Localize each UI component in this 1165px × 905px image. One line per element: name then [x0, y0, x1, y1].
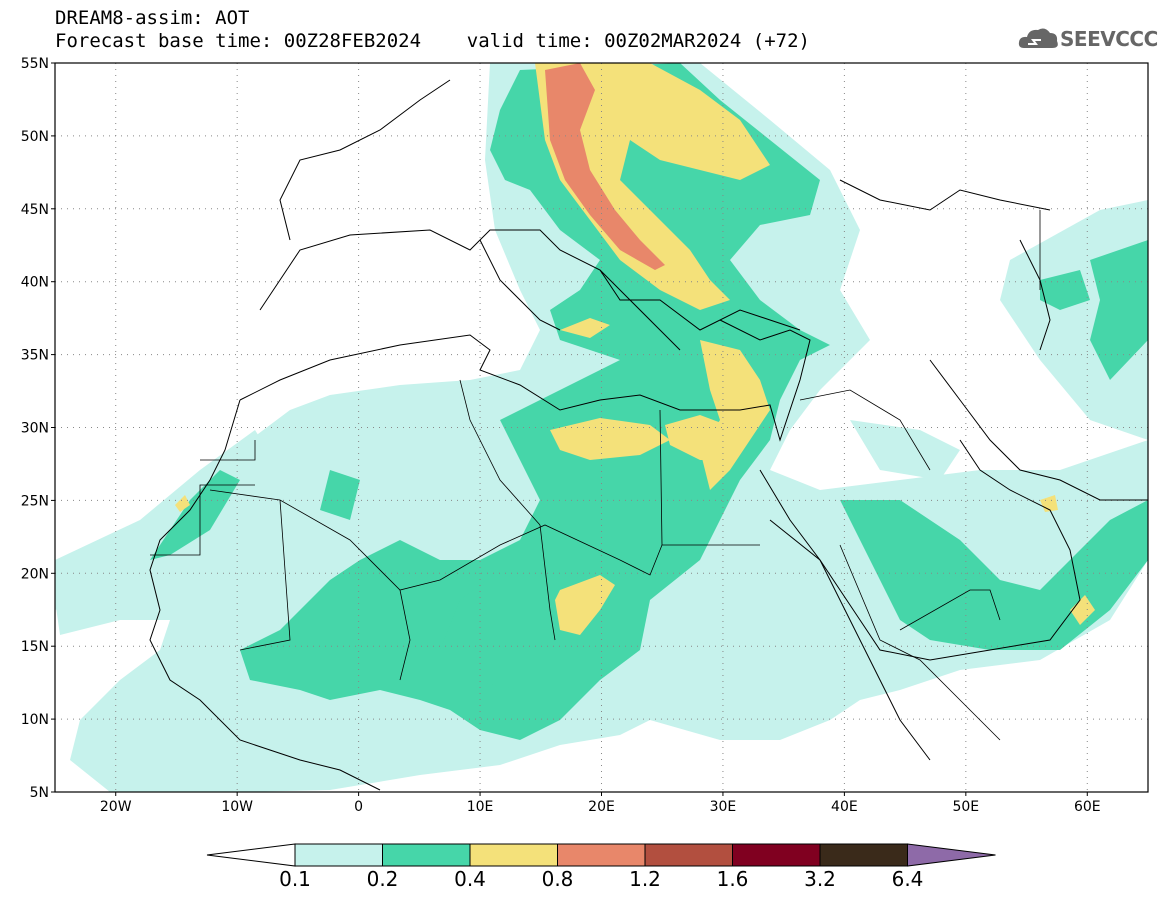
lat-tick-label: 25N — [21, 493, 49, 509]
lon-tick-label: 40E — [831, 799, 858, 815]
coastlines — [149, 79, 1148, 791]
lat-tick-label: 30N — [21, 421, 49, 437]
colorbar-label: 0.1 — [279, 867, 311, 891]
map-gridlines — [55, 63, 1148, 792]
lon-tick-label: 60E — [1074, 799, 1101, 815]
brand-logo: SEEVCCC — [1060, 27, 1158, 51]
lat-tick-label: 10N — [21, 712, 49, 728]
lat-tick-label: 5N — [30, 785, 49, 801]
lon-tick-label: 0 — [354, 799, 363, 815]
colorbar-label: 0.8 — [542, 867, 574, 891]
aot-band-0.4 — [175, 63, 1095, 635]
colorbar-label: 3.2 — [804, 867, 836, 891]
colorbar-label: 6.4 — [892, 867, 924, 891]
country-borders — [150, 210, 1041, 741]
lon-tick-label: 30E — [710, 799, 737, 815]
colorbar-arrow-high — [907, 843, 996, 867]
lat-tick-label: 15N — [21, 639, 49, 655]
colorbar-segment — [644, 843, 733, 867]
lon-tick-label: 20E — [588, 799, 615, 815]
colorbar-label: 0.4 — [454, 867, 486, 891]
lat-tick-label: 20N — [21, 566, 49, 582]
lat-tick-label: 45N — [21, 202, 49, 218]
aot-band-0.8 — [545, 63, 665, 270]
lat-tick-label: 40N — [21, 275, 49, 291]
colorbar-segment — [294, 843, 383, 867]
lat-tick-label: 35N — [21, 348, 49, 364]
latitude-axis: 55N 50N 45N 40N 35N 30N 25N 20N 15N 10N 5N — [21, 56, 55, 801]
colorbar-label: 1.6 — [717, 867, 749, 891]
aot-colorbar: 0.1 0.2 0.4 0.8 1.2 1.6 3.2 6.4 — [206, 843, 996, 891]
colorbar-label: 1.2 — [629, 867, 661, 891]
colorbar-arrow-low — [206, 843, 296, 867]
colorbar-segment — [382, 843, 471, 867]
lon-tick-label: 20W — [100, 799, 132, 815]
colorbar-segment — [469, 843, 558, 867]
colorbar-segment — [557, 843, 646, 867]
colorbar-label: 0.2 — [367, 867, 399, 891]
longitude-axis: 20W 10W 0 10E 20E 30E 40E 50E 60E — [100, 792, 1101, 815]
lon-tick-label: 50E — [952, 799, 979, 815]
lat-tick-label: 55N — [21, 56, 49, 72]
colorbar-segment — [732, 843, 821, 867]
cloud-icon — [1018, 28, 1058, 48]
lon-tick-label: 10E — [467, 799, 494, 815]
map-title: DREAM8-assim: AOT — [55, 7, 250, 29]
lon-tick-label: 10W — [221, 799, 253, 815]
colorbar-segment — [819, 843, 908, 867]
forecast-times: Forecast base time: 00Z28FEB2024 valid t… — [55, 30, 810, 52]
aot-band-0.2 — [150, 63, 1148, 740]
lat-tick-label: 50N — [21, 129, 49, 145]
